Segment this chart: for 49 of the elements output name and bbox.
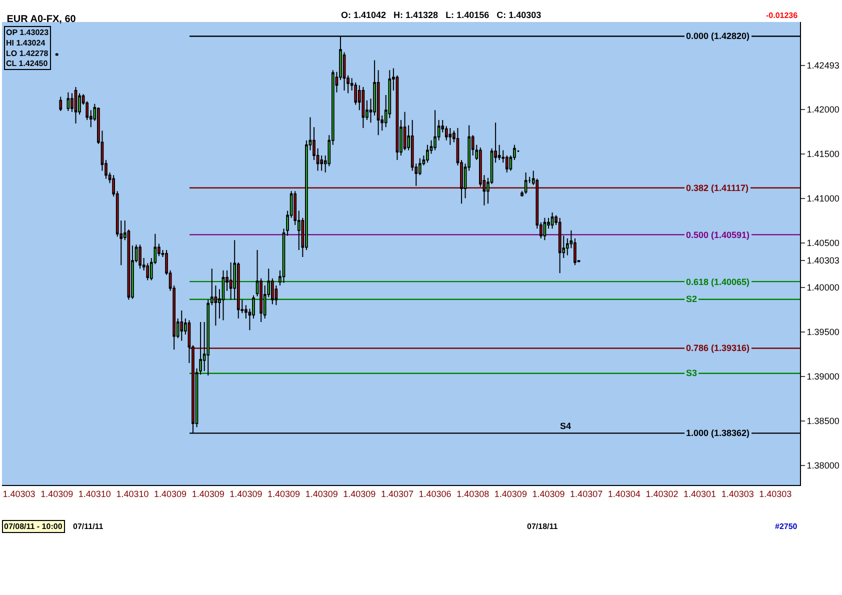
x-tick-label: 1.40309 (343, 488, 376, 499)
y-tick-label: 1.39500 (806, 327, 840, 337)
ref-line-label: 0.618 (1.40065) (686, 277, 750, 287)
annotation: OP 1.43023 HI 1.43024 LO 1.42278 CL 1.42450 (6, 28, 50, 68)
x-tick-label: 1.40309 (230, 488, 262, 499)
text: #2750 (775, 522, 798, 531)
chart-subtitle: O: 1.41042 H: 1.41328 L: 1.40156 C: 1.40303 (341, 10, 542, 20)
text: -0.01236 (766, 11, 798, 20)
x-tick-label: 1.40307 (570, 488, 603, 499)
text: 07/08/11 - 10:00 (4, 522, 63, 531)
ref-line-label: 0.500 (1.40591) (686, 230, 750, 240)
ref-line-label: S3 (686, 368, 698, 378)
ref-line-label: 0.000 (1.42820) (686, 31, 750, 41)
x-tick-label: 1.40306 (418, 488, 452, 499)
ref-line-label: S2 (686, 294, 698, 304)
x-tick-label: 1.40303 (759, 488, 792, 499)
x-tick-label: 1.40309 (192, 488, 224, 499)
y-tick-label: 1.38500 (806, 416, 840, 426)
x-tick-label: 1.40309 (267, 488, 300, 499)
y-tick-label: 1.41000 (806, 193, 840, 204)
x-tick-label: 1.40308 (456, 488, 490, 499)
x-tick-label: 1.40310 (116, 488, 149, 499)
text: 07/11/11 (73, 522, 104, 531)
x-tick-label: 1.40309 (154, 488, 187, 499)
y-tick-label: 1.42000 (806, 104, 840, 114)
y-tick-label: 1.38000 (806, 460, 840, 471)
x-tick-label: 1.40309 (494, 488, 527, 499)
x-tick-label: 1.40302 (646, 488, 678, 499)
y-tick-label: 1.39000 (806, 372, 840, 382)
x-tick-label: 1.40303 (2, 488, 36, 499)
y-tick-label: 1.40303 (806, 256, 840, 266)
y-tick-label: 1.40000 (806, 282, 840, 292)
ref-line-label: 1.000 (1.38362) (686, 428, 750, 438)
y-tick-label: 1.40500 (806, 238, 840, 248)
ref-line-label: 0.382 (1.41117) (686, 183, 749, 193)
x-tick-label: 1.40303 (721, 488, 754, 499)
annotation: S4 (560, 421, 572, 431)
y-tick-label: 1.41500 (806, 148, 840, 159)
x-tick-label: 1.40309 (40, 488, 74, 499)
x-tick-label: 1.40304 (608, 488, 640, 499)
x-tick-label: 1.40309 (305, 488, 338, 499)
x-tick-label: 1.40310 (78, 488, 111, 499)
x-tick-label: 1.40307 (380, 488, 414, 499)
chart-title: EUR A0-FX, 60 (6, 14, 76, 25)
y-tick-label: 1.42493 (806, 60, 840, 71)
x-tick-label: 1.40309 (532, 488, 565, 499)
text: 07/18/11 (527, 522, 558, 531)
ref-line-label: 0.786 (1.39316) (686, 343, 750, 353)
x-tick-label: 1.40301 (684, 488, 716, 499)
